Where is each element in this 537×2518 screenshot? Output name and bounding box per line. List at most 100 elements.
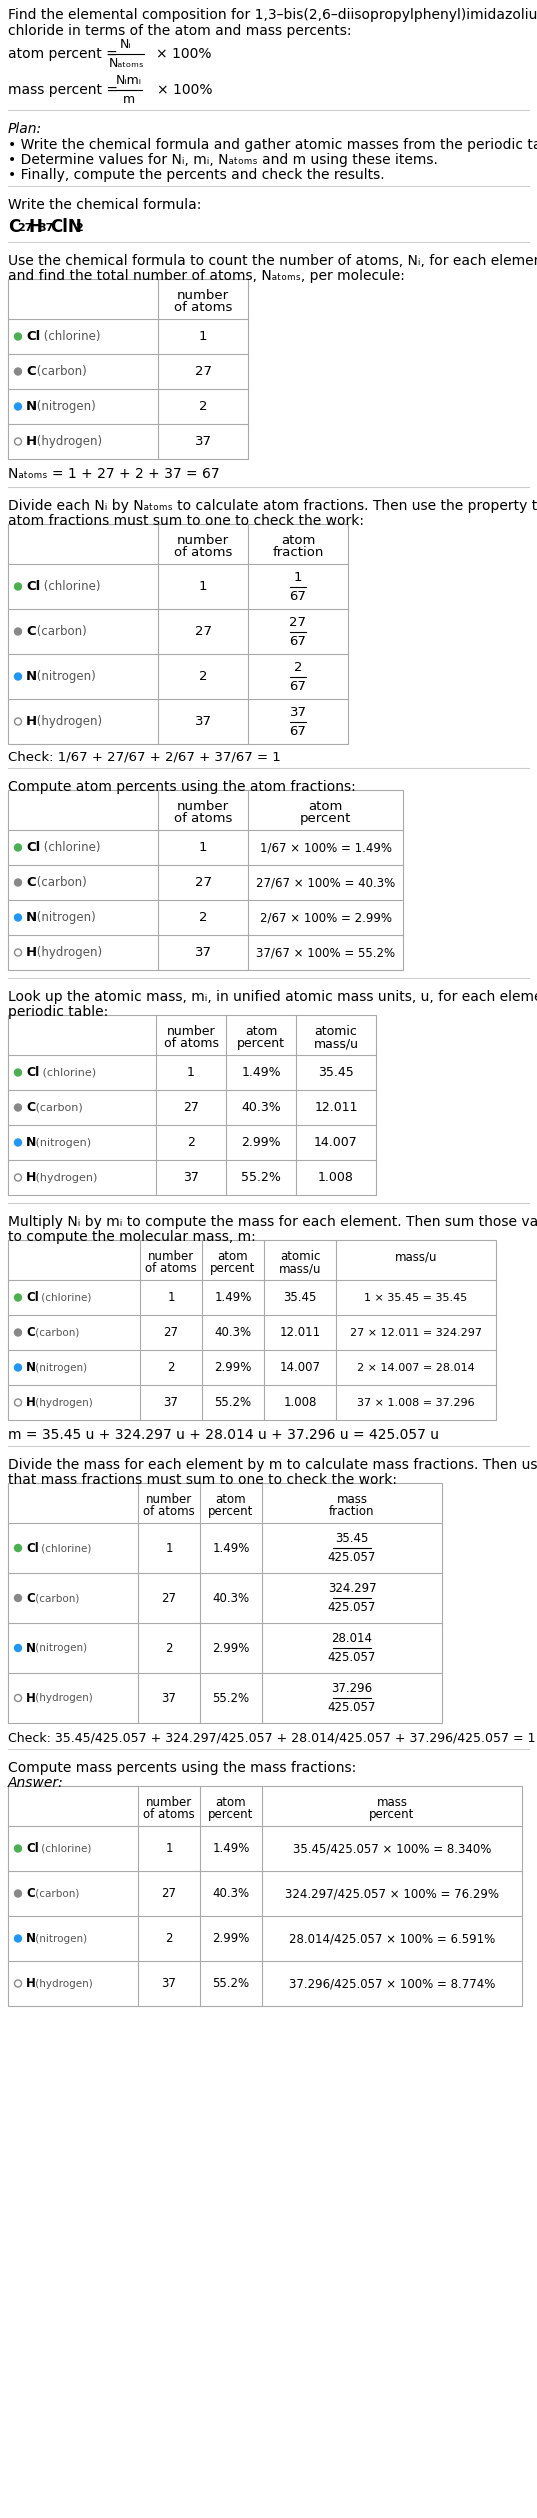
Text: 27: 27 <box>163 1327 178 1340</box>
Text: 2.99%: 2.99% <box>214 1362 252 1375</box>
Text: Compute atom percents using the atom fractions:: Compute atom percents using the atom fra… <box>8 781 355 793</box>
Text: of atoms: of atoms <box>174 302 232 315</box>
Text: m = 35.45 u + 324.297 u + 28.014 u + 37.296 u = 425.057 u: m = 35.45 u + 324.297 u + 28.014 u + 37.… <box>8 1428 439 1443</box>
Text: (nitrogen): (nitrogen) <box>33 912 96 924</box>
Bar <box>8 1015 376 1196</box>
Text: (hydrogen): (hydrogen) <box>32 1979 93 1989</box>
Circle shape <box>14 1934 21 1941</box>
Text: atom fractions must sum to one to check the work:: atom fractions must sum to one to check … <box>8 514 364 529</box>
Text: 37: 37 <box>183 1171 199 1183</box>
Text: 2: 2 <box>165 1642 173 1654</box>
Circle shape <box>14 1891 21 1896</box>
Text: 40.3%: 40.3% <box>213 1886 250 1901</box>
Text: 2 × 14.007 = 28.014: 2 × 14.007 = 28.014 <box>357 1362 475 1372</box>
Text: (hydrogen): (hydrogen) <box>33 947 102 959</box>
Circle shape <box>14 949 21 957</box>
Text: (nitrogen): (nitrogen) <box>32 1934 87 1944</box>
Text: 37: 37 <box>289 705 307 718</box>
Text: 27: 27 <box>194 624 212 637</box>
Text: 37.296: 37.296 <box>331 1682 373 1695</box>
Circle shape <box>14 368 21 375</box>
Text: Look up the atomic mass, mᵢ, in unified atomic mass units, u, for each element i: Look up the atomic mass, mᵢ, in unified … <box>8 990 537 1005</box>
Text: and find the total number of atoms, Nₐₜₒₘₛ, per molecule:: and find the total number of atoms, Nₐₜₒ… <box>8 269 405 282</box>
Text: Nₐₜₒₘₛ = 1 + 27 + 2 + 37 = 67: Nₐₜₒₘₛ = 1 + 27 + 2 + 37 = 67 <box>8 466 220 481</box>
Text: 55.2%: 55.2% <box>214 1395 251 1410</box>
Text: 35.45: 35.45 <box>335 1531 369 1546</box>
Text: 37: 37 <box>162 1977 177 1989</box>
Text: 12.011: 12.011 <box>279 1327 321 1340</box>
Text: Cl: Cl <box>26 330 40 342</box>
Text: number: number <box>146 1493 192 1506</box>
Text: Compute mass percents using the mass fractions:: Compute mass percents using the mass fra… <box>8 1760 356 1775</box>
Text: (hydrogen): (hydrogen) <box>32 1397 93 1408</box>
Text: 55.2%: 55.2% <box>213 1977 250 1989</box>
Text: 55.2%: 55.2% <box>241 1171 281 1183</box>
Text: Use the chemical formula to count the number of atoms, Nᵢ, for each element: Use the chemical formula to count the nu… <box>8 254 537 267</box>
Text: H: H <box>26 1977 36 1989</box>
Circle shape <box>14 1330 21 1337</box>
Text: • Determine values for Nᵢ, mᵢ, Nₐₜₒₘₛ and m using these items.: • Determine values for Nᵢ, mᵢ, Nₐₜₒₘₛ an… <box>8 154 438 166</box>
Text: C: C <box>26 1327 35 1340</box>
Text: 14.007: 14.007 <box>279 1362 321 1375</box>
Text: (chlorine): (chlorine) <box>40 330 100 342</box>
Text: 28.014/425.057 × 100% = 6.591%: 28.014/425.057 × 100% = 6.591% <box>289 1931 495 1944</box>
Text: 27 × 12.011 = 324.297: 27 × 12.011 = 324.297 <box>350 1327 482 1337</box>
Text: 324.297/425.057 × 100% = 76.29%: 324.297/425.057 × 100% = 76.29% <box>285 1886 499 1901</box>
Circle shape <box>14 1138 21 1146</box>
Circle shape <box>14 584 21 589</box>
Text: 1.49%: 1.49% <box>212 1541 250 1554</box>
Circle shape <box>14 1070 21 1075</box>
Text: H: H <box>26 947 37 959</box>
Text: N: N <box>26 1931 36 1944</box>
Text: (chlorine): (chlorine) <box>38 1544 92 1554</box>
Text: Cl: Cl <box>26 1541 39 1554</box>
Circle shape <box>14 1979 21 1987</box>
Text: (nitrogen): (nitrogen) <box>32 1138 92 1148</box>
Text: (chlorine): (chlorine) <box>40 841 100 854</box>
Bar <box>8 1239 496 1420</box>
Text: 67: 67 <box>289 635 307 647</box>
Text: C: C <box>26 1591 35 1604</box>
Text: 2: 2 <box>75 224 83 234</box>
Text: (carbon): (carbon) <box>33 876 86 889</box>
Text: (carbon): (carbon) <box>32 1888 79 1899</box>
Text: 35.45/425.057 × 100% = 8.340%: 35.45/425.057 × 100% = 8.340% <box>293 1843 491 1856</box>
Text: (chlorine): (chlorine) <box>38 1843 92 1853</box>
Text: 425.057: 425.057 <box>328 1551 376 1564</box>
Text: 1: 1 <box>165 1541 173 1554</box>
Text: Cl: Cl <box>26 579 40 594</box>
Text: 40.3%: 40.3% <box>241 1100 281 1113</box>
Text: 27/67 × 100% = 40.3%: 27/67 × 100% = 40.3% <box>256 876 395 889</box>
Text: (carbon): (carbon) <box>33 624 86 637</box>
Text: (carbon): (carbon) <box>32 1327 79 1337</box>
Text: 27: 27 <box>289 614 307 630</box>
Text: 1.49%: 1.49% <box>241 1065 281 1080</box>
Text: 2: 2 <box>199 400 207 413</box>
Text: 40.3%: 40.3% <box>214 1327 251 1340</box>
Text: 1: 1 <box>199 330 207 342</box>
Text: Divide each Nᵢ by Nₐₜₒₘₛ to calculate atom fractions. Then use the property that: Divide each Nᵢ by Nₐₜₒₘₛ to calculate at… <box>8 499 537 514</box>
Text: × 100%: × 100% <box>157 83 213 98</box>
Text: 324.297: 324.297 <box>328 1581 376 1594</box>
Bar <box>8 279 248 458</box>
Circle shape <box>14 438 21 446</box>
Text: mass/u: mass/u <box>314 1037 359 1050</box>
Text: Nₐₜₒₘₛ: Nₐₜₒₘₛ <box>108 58 144 71</box>
Text: 27: 27 <box>162 1886 177 1901</box>
Text: C: C <box>26 1886 35 1901</box>
Text: 2.99%: 2.99% <box>212 1931 250 1944</box>
Circle shape <box>14 1400 21 1405</box>
Circle shape <box>14 1294 21 1302</box>
Text: number: number <box>166 1025 215 1037</box>
Text: fraction: fraction <box>272 546 324 559</box>
Text: 2: 2 <box>167 1362 175 1375</box>
Text: 1: 1 <box>165 1843 173 1856</box>
Text: mass: mass <box>337 1493 367 1506</box>
Bar <box>8 1483 442 1722</box>
Text: (carbon): (carbon) <box>32 1103 83 1113</box>
Text: Cl: Cl <box>26 1292 39 1304</box>
Text: atomic: atomic <box>280 1249 320 1264</box>
Text: of atoms: of atoms <box>143 1506 195 1518</box>
Text: 55.2%: 55.2% <box>213 1692 250 1705</box>
Text: Cl: Cl <box>26 1065 39 1080</box>
